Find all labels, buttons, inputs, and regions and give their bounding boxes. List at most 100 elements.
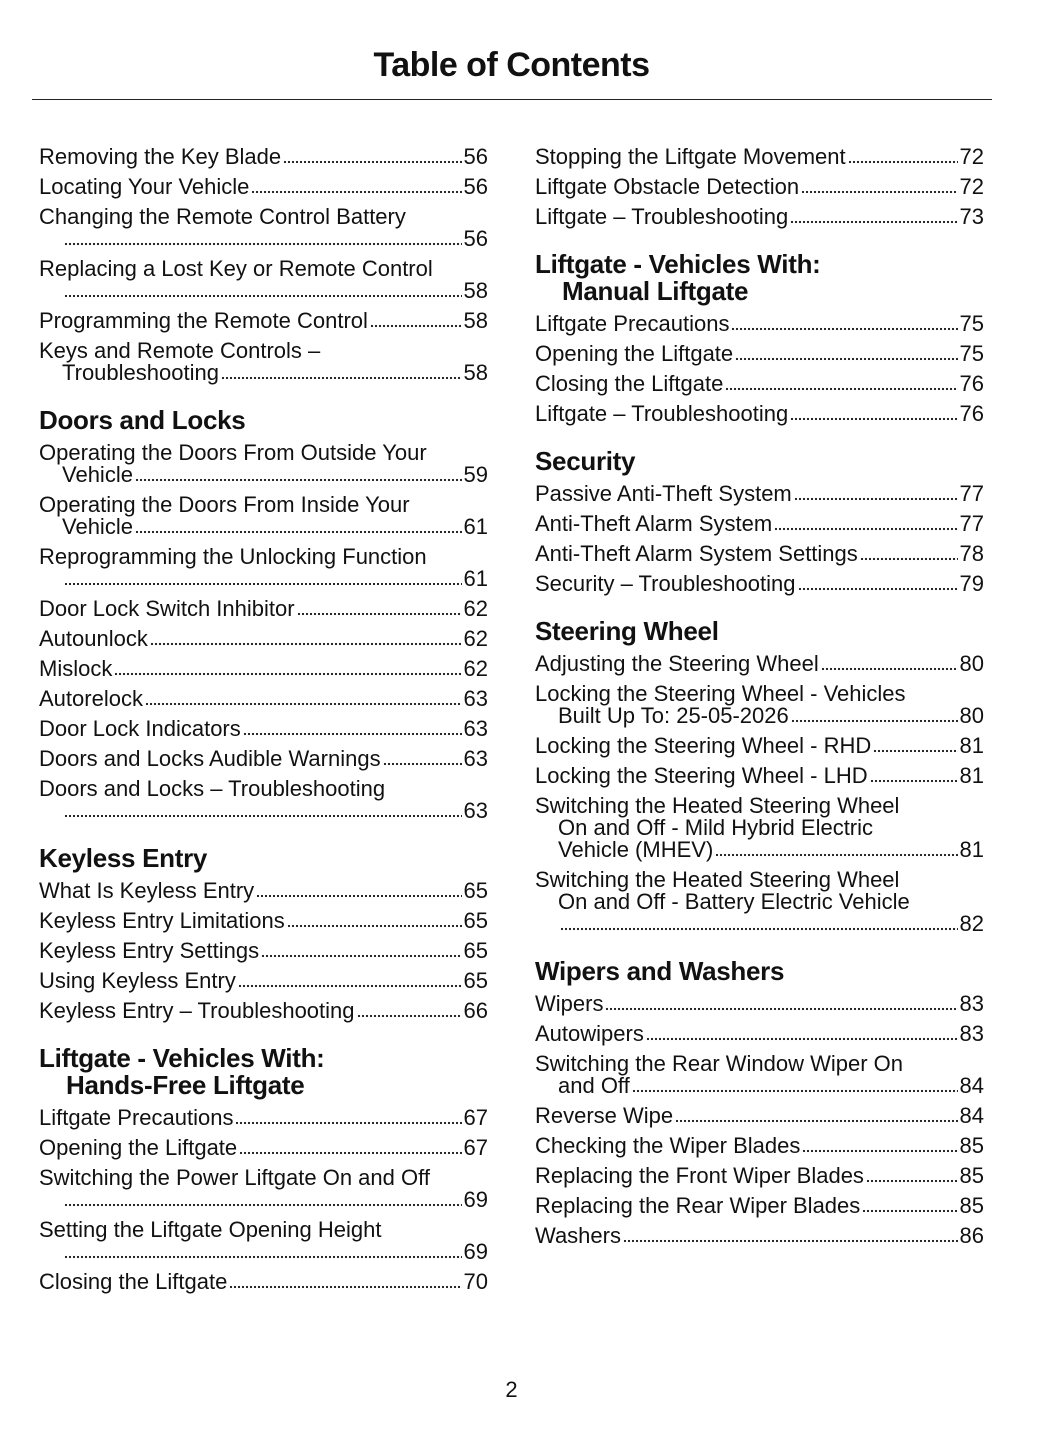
toc-entry[interactable]: Adjusting the Steering Wheel 80: [535, 653, 984, 675]
toc-entry[interactable]: Security – Troubleshooting 79: [535, 573, 984, 595]
dot-leader: [242, 718, 462, 740]
section-heading-line: Keyless Entry: [39, 843, 208, 873]
toc-page-number: 77: [959, 511, 984, 536]
toc-entry[interactable]: Keyless Entry – Troubleshooting 66: [39, 1000, 488, 1022]
toc-entry[interactable]: Closing the Liftgate 70: [39, 1271, 488, 1293]
toc-entry[interactable]: Autounlock 62: [39, 628, 488, 650]
toc-entry[interactable]: Checking the Wiper Blades 85: [535, 1135, 984, 1157]
toc-entry-text: Autowipers: [535, 1021, 644, 1046]
toc-page-number: 79: [959, 571, 984, 596]
toc-entry[interactable]: Using Keyless Entry 65: [39, 970, 488, 992]
toc-page-number: 72: [959, 174, 984, 199]
toc-entry-text: Locking the Steering Wheel - RHD: [535, 733, 872, 758]
toc-section: Steering Wheel Adjusting the Steering Whe…: [535, 618, 984, 935]
toc-entry[interactable]: Mislock 62: [39, 658, 488, 680]
toc-entry[interactable]: Stopping the Liftgate Movement 72: [535, 146, 984, 168]
toc-entry[interactable]: What Is Keyless Entry 65: [39, 880, 488, 902]
toc-entry-last-line: Replacing the Front Wiper Blades 85: [535, 1165, 984, 1187]
dot-leader: [873, 735, 958, 757]
toc-page-number: 65: [463, 908, 488, 933]
toc-entry-text: Anti-Theft Alarm System: [535, 511, 773, 536]
toc-entry[interactable]: Locking the Steering Wheel - Vehicles Bui…: [535, 683, 984, 727]
toc-entry[interactable]: Switching the Heated Steering Wheel On an…: [535, 795, 984, 861]
toc-entry-text: Reprogramming the Unlocking Function: [39, 544, 427, 569]
toc-entry[interactable]: Programming the Remote Control 58: [39, 310, 488, 332]
toc-entry[interactable]: Keyless Entry Settings 65: [39, 940, 488, 962]
toc-entry-last-line: Opening the Liftgate 75: [535, 343, 984, 365]
toc-entry[interactable]: Doors and Locks Audible Warnings 63: [39, 748, 488, 770]
toc-entry[interactable]: Opening the Liftgate 67: [39, 1137, 488, 1159]
toc-entry[interactable]: Opening the Liftgate 75: [535, 343, 984, 365]
dot-leader: [675, 1105, 958, 1127]
dot-leader: [790, 705, 958, 727]
toc-entry[interactable]: Anti-Theft Alarm System Settings 78: [535, 543, 984, 565]
toc-entry-last-line: and Off 84: [535, 1075, 984, 1097]
toc-entry-last-line: Vehicle 61: [39, 516, 488, 538]
toc-entry-last-line: 63: [39, 800, 488, 822]
toc-entry[interactable]: Operating the Doors From Outside Your Veh…: [39, 442, 488, 486]
page-title: Table of Contents: [373, 46, 650, 84]
toc-page-number: 83: [959, 991, 984, 1016]
toc-page-number: 75: [959, 311, 984, 336]
toc-entry-last-line: Troubleshooting 58: [39, 362, 488, 384]
dot-leader: [605, 993, 958, 1015]
toc-entry[interactable]: Door Lock Switch Inhibitor 62: [39, 598, 488, 620]
toc-entry[interactable]: Removing the Key Blade 56: [39, 146, 488, 168]
toc-page-number: 86: [959, 1223, 984, 1248]
section-heading: Security: [535, 448, 984, 475]
toc-entry[interactable]: Reprogramming the Unlocking Function 61: [39, 546, 488, 590]
toc-entry[interactable]: Doors and Locks – Troubleshooting 63: [39, 778, 488, 822]
toc-entry-text: Keys and Remote Controls –: [39, 338, 321, 363]
toc-entry[interactable]: Closing the Liftgate 76: [535, 373, 984, 395]
toc-entry[interactable]: Keys and Remote Controls – Troubleshootin…: [39, 340, 488, 384]
toc-entry[interactable]: Switching the Rear Window Wiper On and Of…: [535, 1053, 984, 1097]
dot-leader: [847, 146, 958, 168]
page-number: 2: [505, 1377, 518, 1402]
toc-entry[interactable]: Replacing the Front Wiper Blades 85: [535, 1165, 984, 1187]
toc-entry[interactable]: Autowipers 83: [535, 1023, 984, 1045]
section-heading-line: Manual Liftgate: [562, 276, 749, 306]
toc-page-number: 56: [463, 144, 488, 169]
toc-entry[interactable]: Switching the Power Liftgate On and Off 6…: [39, 1167, 488, 1211]
toc-entry-last-line: Liftgate Obstacle Detection 72: [535, 176, 984, 198]
toc-entry[interactable]: Operating the Doors From Inside Your Vehi…: [39, 494, 488, 538]
toc-entry[interactable]: Locking the Steering Wheel - LHD 81: [535, 765, 984, 787]
dot-leader: [134, 464, 462, 486]
section-heading-line: Hands-Free Liftgate: [66, 1070, 305, 1100]
toc-entry[interactable]: Liftgate Precautions 75: [535, 313, 984, 335]
toc-entry[interactable]: Setting the Liftgate Opening Height 69: [39, 1219, 488, 1263]
toc-entry[interactable]: Liftgate – Troubleshooting 73: [535, 206, 984, 228]
toc-entry[interactable]: Locking the Steering Wheel - RHD 81: [535, 735, 984, 757]
toc-entry[interactable]: Replacing the Rear Wiper Blades 85: [535, 1195, 984, 1217]
toc-entry[interactable]: Washers 86: [535, 1225, 984, 1247]
toc-entry[interactable]: Door Lock Indicators 63: [39, 718, 488, 740]
toc-entry[interactable]: Switching the Heated Steering Wheel On an…: [535, 869, 984, 935]
toc-entry[interactable]: Keyless Entry Limitations 65: [39, 910, 488, 932]
toc-page-number: 81: [959, 733, 984, 758]
section-heading: Doors and Locks: [39, 407, 488, 434]
toc-entry[interactable]: Replacing a Lost Key or Remote Control 58: [39, 258, 488, 302]
toc-entry-last-line: Wipers 83: [535, 993, 984, 1015]
toc-page-number: 56: [463, 226, 488, 251]
section-heading-line: Wipers and Washers: [535, 956, 785, 986]
dot-leader: [134, 516, 462, 538]
toc-entry-text: Changing the Remote Control Battery: [39, 204, 406, 229]
toc-entry[interactable]: Autorelock 63: [39, 688, 488, 710]
toc-entry-text: Closing the Liftgate: [39, 1269, 228, 1294]
toc-entry[interactable]: Changing the Remote Control Battery 56: [39, 206, 488, 250]
toc-entry[interactable]: Anti-Theft Alarm System 77: [535, 513, 984, 535]
toc-entry-text: Washers: [535, 1223, 621, 1248]
toc-entry[interactable]: Locating Your Vehicle 56: [39, 176, 488, 198]
toc-entry-text: Vehicle: [62, 514, 133, 539]
toc-entry[interactable]: Passive Anti-Theft System 77: [535, 483, 984, 505]
toc-entry[interactable]: Liftgate Obstacle Detection 72: [535, 176, 984, 198]
dot-leader: [220, 362, 462, 384]
toc-entry[interactable]: Reverse Wipe 84: [535, 1105, 984, 1127]
toc-section: Wipers and Washers Wipers 83 Autowipers 83 Sw…: [535, 958, 984, 1247]
toc-entry[interactable]: Wipers 83: [535, 993, 984, 1015]
toc-entry[interactable]: Liftgate Precautions 67: [39, 1107, 488, 1129]
toc-entry[interactable]: Liftgate – Troubleshooting 76: [535, 403, 984, 425]
dot-leader: [235, 1107, 462, 1129]
toc-entry-text: Doors and Locks – Troubleshooting: [39, 776, 386, 801]
dot-leader: [149, 628, 462, 650]
